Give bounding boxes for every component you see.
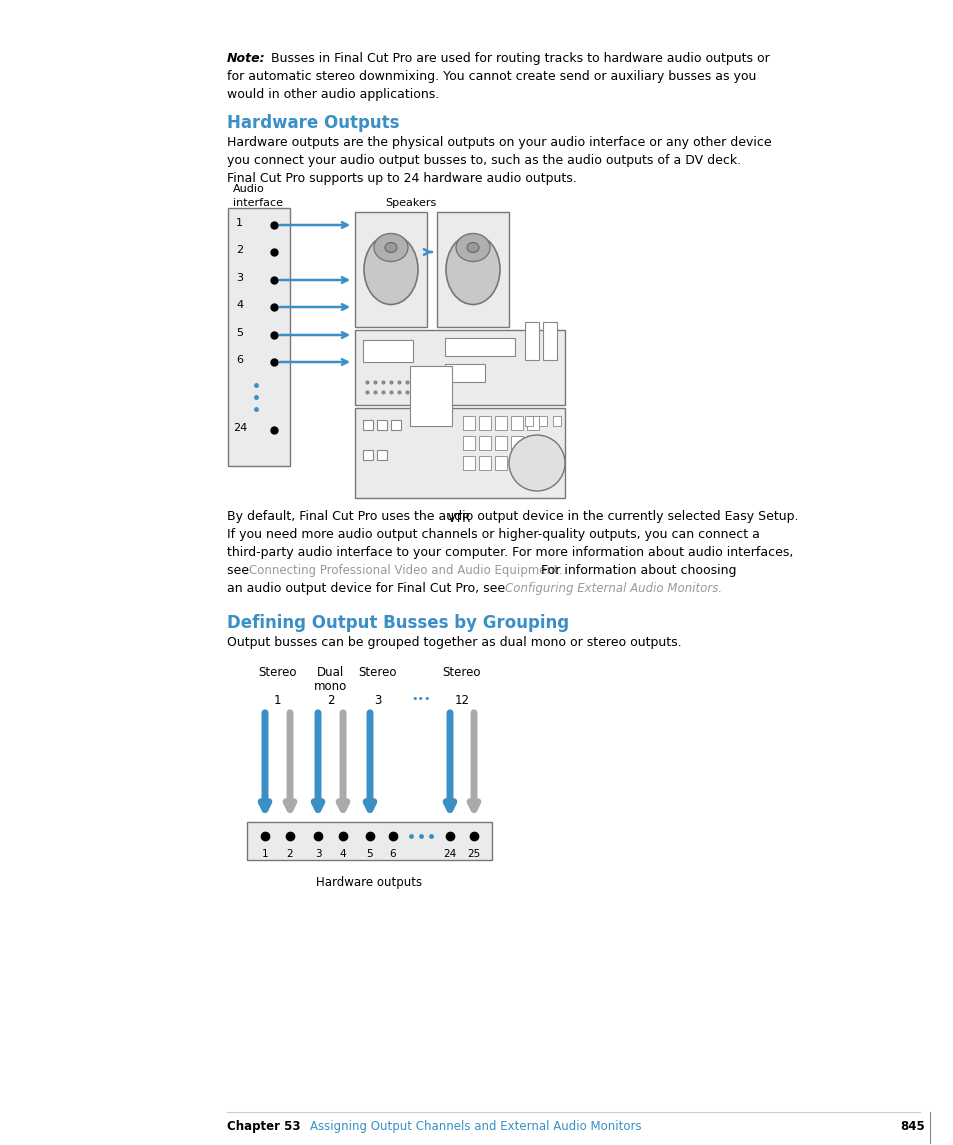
Ellipse shape — [385, 243, 396, 253]
Text: Hardware outputs: Hardware outputs — [316, 876, 422, 889]
Bar — [511, 416, 522, 431]
Text: 1: 1 — [261, 850, 268, 860]
Bar — [444, 338, 515, 356]
Bar — [511, 456, 522, 469]
Text: interface: interface — [233, 198, 283, 208]
Text: 3: 3 — [314, 850, 321, 860]
Bar — [228, 208, 290, 466]
Bar — [478, 416, 491, 431]
Bar — [538, 416, 546, 426]
Ellipse shape — [374, 234, 408, 261]
Text: Stereo: Stereo — [258, 666, 296, 679]
Bar — [524, 322, 538, 360]
Text: Stereo: Stereo — [358, 666, 396, 679]
Text: Final Cut Pro supports up to 24 hardware audio outputs.: Final Cut Pro supports up to 24 hardware… — [227, 172, 577, 185]
Bar — [478, 436, 491, 450]
Text: Assigning Output Channels and External Audio Monitors: Assigning Output Channels and External A… — [294, 1120, 641, 1134]
Text: third-party audio interface to your computer. For more information about audio i: third-party audio interface to your comp… — [227, 546, 793, 559]
Text: 1: 1 — [235, 218, 243, 228]
Text: 1: 1 — [274, 694, 281, 706]
Text: Speakers: Speakers — [385, 198, 436, 208]
Bar — [553, 416, 560, 426]
Bar — [355, 408, 564, 498]
Text: For information about choosing: For information about choosing — [537, 564, 736, 577]
Text: Stereo: Stereo — [442, 666, 480, 679]
Bar — [526, 436, 538, 450]
Bar — [363, 420, 373, 431]
Text: mono: mono — [314, 680, 347, 693]
Circle shape — [509, 435, 564, 491]
Bar — [495, 436, 506, 450]
Text: 4: 4 — [339, 850, 346, 860]
Text: 2: 2 — [287, 850, 293, 860]
Ellipse shape — [364, 235, 417, 305]
Text: Busses in Final Cut Pro are used for routing tracks to hardware audio outputs or: Busses in Final Cut Pro are used for rou… — [267, 52, 769, 65]
Bar — [526, 416, 538, 431]
Text: 12: 12 — [454, 694, 469, 706]
Text: Hardware Outputs: Hardware Outputs — [227, 114, 399, 132]
Bar — [247, 822, 492, 860]
Text: 24: 24 — [443, 850, 456, 860]
Text: 25: 25 — [467, 850, 480, 860]
Bar — [444, 364, 484, 382]
Bar — [410, 366, 452, 426]
Text: 4: 4 — [235, 300, 243, 310]
Ellipse shape — [446, 235, 499, 305]
Text: an audio output device for Final Cut Pro, see: an audio output device for Final Cut Pro… — [227, 582, 509, 595]
Text: Connecting Professional Video and Audio Equipment.: Connecting Professional Video and Audio … — [249, 564, 562, 577]
Bar — [355, 330, 564, 405]
Text: 3: 3 — [235, 273, 243, 283]
Text: Audio: Audio — [233, 184, 265, 194]
Text: 2: 2 — [327, 694, 334, 706]
Text: Configuring External Audio Monitors.: Configuring External Audio Monitors. — [504, 582, 721, 595]
Bar — [495, 456, 506, 469]
Text: 5: 5 — [366, 850, 373, 860]
Bar — [524, 416, 533, 426]
Bar — [542, 322, 557, 360]
Bar — [462, 436, 475, 450]
Bar — [355, 212, 427, 327]
Text: 3: 3 — [374, 694, 381, 706]
Text: you connect your audio output busses to, such as the audio outputs of a DV deck.: you connect your audio output busses to,… — [227, 153, 740, 167]
Text: 6: 6 — [235, 355, 243, 365]
Text: •••: ••• — [412, 694, 431, 704]
Text: 24: 24 — [233, 423, 247, 433]
Text: 845: 845 — [900, 1120, 924, 1134]
Bar — [436, 212, 509, 327]
Text: 5: 5 — [235, 327, 243, 338]
Bar — [363, 450, 373, 460]
Text: VTR: VTR — [448, 512, 471, 526]
Text: see: see — [227, 564, 253, 577]
Text: would in other audio applications.: would in other audio applications. — [227, 88, 438, 101]
Text: If you need more audio output channels or higher-quality outputs, you can connec: If you need more audio output channels o… — [227, 528, 760, 540]
Bar — [462, 456, 475, 469]
Text: Dual: Dual — [316, 666, 344, 679]
Text: 2: 2 — [235, 245, 243, 255]
Text: By default, Final Cut Pro uses the audio output device in the currently selected: By default, Final Cut Pro uses the audio… — [227, 510, 798, 523]
Bar — [511, 436, 522, 450]
Bar — [376, 450, 387, 460]
Text: Output busses can be grouped together as dual mono or stereo outputs.: Output busses can be grouped together as… — [227, 635, 680, 649]
Bar — [495, 416, 506, 431]
Text: Note:: Note: — [227, 52, 265, 65]
Text: Hardware outputs are the physical outputs on your audio interface or any other d: Hardware outputs are the physical output… — [227, 136, 771, 149]
Bar — [526, 456, 538, 469]
Ellipse shape — [456, 234, 490, 261]
Bar — [391, 420, 400, 431]
Bar — [363, 340, 413, 362]
Text: Defining Output Busses by Grouping: Defining Output Busses by Grouping — [227, 614, 569, 632]
Ellipse shape — [467, 243, 478, 253]
Text: for automatic stereo downmixing. You cannot create send or auxiliary busses as y: for automatic stereo downmixing. You can… — [227, 70, 756, 82]
Bar — [376, 420, 387, 431]
Bar — [462, 416, 475, 431]
Text: 6: 6 — [389, 850, 395, 860]
Text: Chapter 53: Chapter 53 — [227, 1120, 300, 1134]
Bar — [478, 456, 491, 469]
